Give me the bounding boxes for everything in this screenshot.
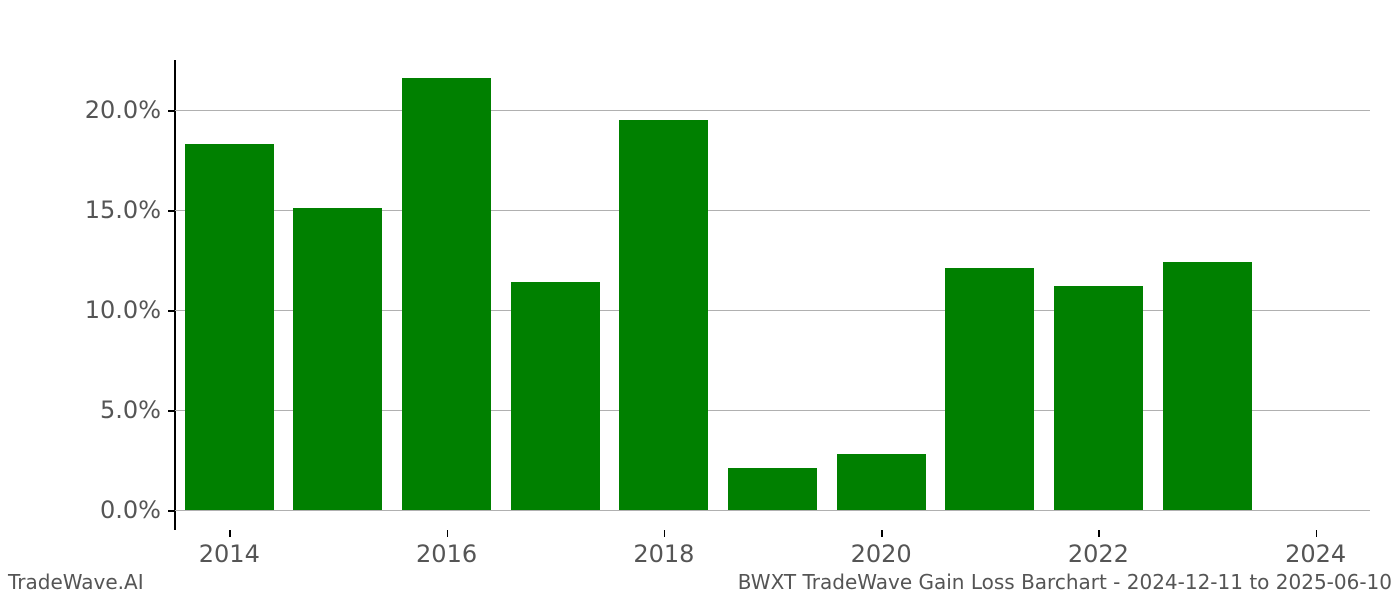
bar (1163, 262, 1252, 510)
y-axis-line (174, 60, 176, 530)
y-tick-label: 15.0% (0, 196, 161, 224)
x-tick-label: 2018 (614, 540, 714, 568)
x-tick-mark (447, 530, 449, 537)
x-tick-label: 2022 (1048, 540, 1148, 568)
bar (728, 468, 817, 510)
x-tick-label: 2024 (1266, 540, 1366, 568)
x-tick-mark (1316, 530, 1318, 537)
bar (402, 78, 491, 510)
bar (293, 208, 382, 510)
y-tick-mark (168, 110, 175, 112)
footer-left: TradeWave.AI (8, 570, 144, 594)
y-tick-label: 20.0% (0, 96, 161, 124)
x-tick-label: 2016 (397, 540, 497, 568)
bar (837, 454, 926, 510)
x-tick-label: 2020 (831, 540, 931, 568)
x-tick-label: 2014 (179, 540, 279, 568)
x-tick-mark (881, 530, 883, 537)
chart-container: 0.0% 5.0% 10.0% 15.0% 20.0% 2014 2016 2018 2020… (0, 0, 1400, 600)
x-tick-mark (664, 530, 666, 537)
x-tick-mark (1098, 530, 1100, 537)
bar (619, 120, 708, 510)
y-tick-mark (168, 510, 175, 512)
bar (945, 268, 1034, 510)
y-tick-mark (168, 410, 175, 412)
y-tick-mark (168, 310, 175, 312)
footer-right: BWXT TradeWave Gain Loss Barchart - 2024… (738, 570, 1392, 594)
bar (185, 144, 274, 510)
y-tick-label: 0.0% (0, 496, 161, 524)
grid-line (175, 110, 1370, 111)
y-tick-label: 5.0% (0, 396, 161, 424)
y-tick-label: 10.0% (0, 296, 161, 324)
y-tick-mark (168, 210, 175, 212)
grid-line (175, 510, 1370, 511)
bar (511, 282, 600, 510)
bar (1054, 286, 1143, 510)
x-tick-mark (229, 530, 231, 537)
